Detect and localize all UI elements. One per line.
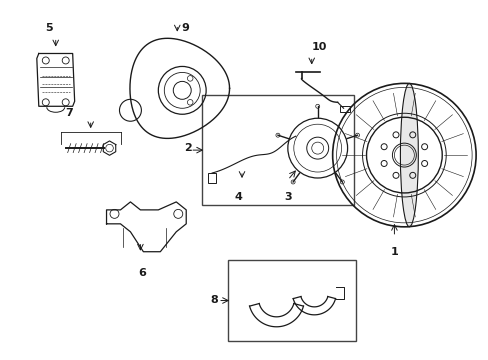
Text: 4: 4 [234,192,242,202]
Bar [339,106,349,112]
Text: 2: 2 [184,143,192,153]
Text: 10: 10 [311,42,327,53]
Text: 5: 5 [45,23,53,32]
Text: 7: 7 [65,108,72,118]
Bar [227,260,355,341]
Text: 1: 1 [390,247,398,257]
Text: 3: 3 [284,192,291,202]
Text: 9: 9 [181,23,189,32]
Bar [202,95,353,205]
Text: 6: 6 [138,268,146,278]
Ellipse shape [400,84,417,227]
Bar [208,173,216,183]
Text: 8: 8 [210,294,218,305]
